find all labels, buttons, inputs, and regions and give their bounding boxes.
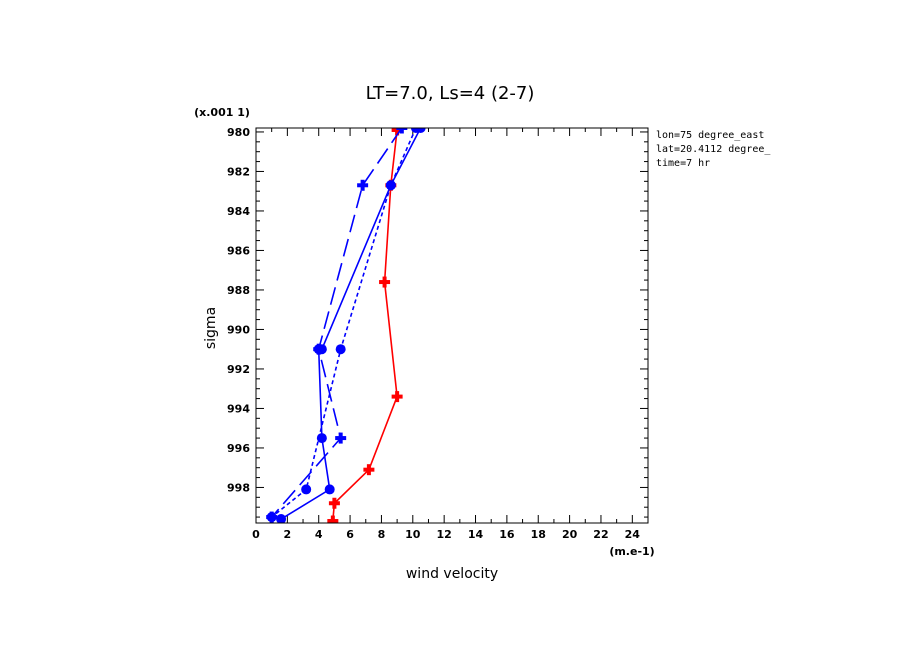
info-lat: lat=20.4112 degree_ <box>656 144 771 155</box>
data-point-1 <box>324 484 335 495</box>
x-tick-label: 0 <box>252 528 260 541</box>
data-point-3 <box>335 344 346 355</box>
axes: 0 2 4 6 8 10 12 14 16 18 20 22 249809829849869889909… <box>227 126 649 541</box>
x-tick-label: 10 <box>405 528 421 541</box>
x-tick-label: 24 <box>625 528 641 541</box>
chart-title: LT=7.0, Ls=4 (2-7) <box>366 83 535 104</box>
data-point-0 <box>328 497 340 509</box>
data-point-0 <box>327 515 339 523</box>
y-tick-label: 998 <box>227 481 250 494</box>
data-point-0 <box>391 391 403 403</box>
x-tick-label: 4 <box>315 528 323 541</box>
y-tick-label: 994 <box>227 402 250 415</box>
x-tick-label: 22 <box>593 528 608 541</box>
x-tick-label: 14 <box>468 528 484 541</box>
series-line-1 <box>280 128 422 520</box>
y-tick-label: 986 <box>227 244 250 257</box>
x-tick-label: 20 <box>562 528 578 541</box>
x-tick-label: 12 <box>437 528 452 541</box>
data-point-2 <box>335 432 347 444</box>
x-tick-label: 8 <box>378 528 386 541</box>
x-tick-label: 16 <box>499 528 515 541</box>
data-point-0 <box>363 464 375 476</box>
x-tick-label: 6 <box>346 528 354 541</box>
y-tick-label: 982 <box>227 165 250 178</box>
data-point-3 <box>385 180 396 191</box>
x-axis-label: wind velocity <box>406 566 498 582</box>
data-point-2 <box>396 128 408 134</box>
x-tick-label: 18 <box>531 528 546 541</box>
data-point-3 <box>410 128 421 133</box>
data-point-3 <box>301 484 312 495</box>
data-point-0 <box>379 276 391 288</box>
plot-area <box>266 128 426 523</box>
y-axis-label: sigma <box>203 307 219 349</box>
info-lon: lon=75 degree_east <box>656 130 764 141</box>
data-point-1 <box>276 514 287 523</box>
series-line-2 <box>271 128 403 518</box>
y-tick-label: 992 <box>227 363 250 376</box>
y-tick-label: 988 <box>227 284 250 297</box>
plot-frame <box>255 127 649 524</box>
y-tick-label: 980 <box>227 126 250 139</box>
info-time: time=7 hr <box>656 158 710 169</box>
y-unit-label: (x.001 1) <box>194 106 250 119</box>
y-tick-label: 984 <box>227 205 250 218</box>
x-tick-label: 2 <box>284 528 292 541</box>
data-point-2 <box>313 343 325 355</box>
data-point-2 <box>357 179 369 191</box>
x-unit-label: (m.e-1) <box>609 545 654 558</box>
y-tick-label: 990 <box>227 323 250 336</box>
y-tick-label: 996 <box>227 442 250 455</box>
data-point-3 <box>266 512 277 523</box>
